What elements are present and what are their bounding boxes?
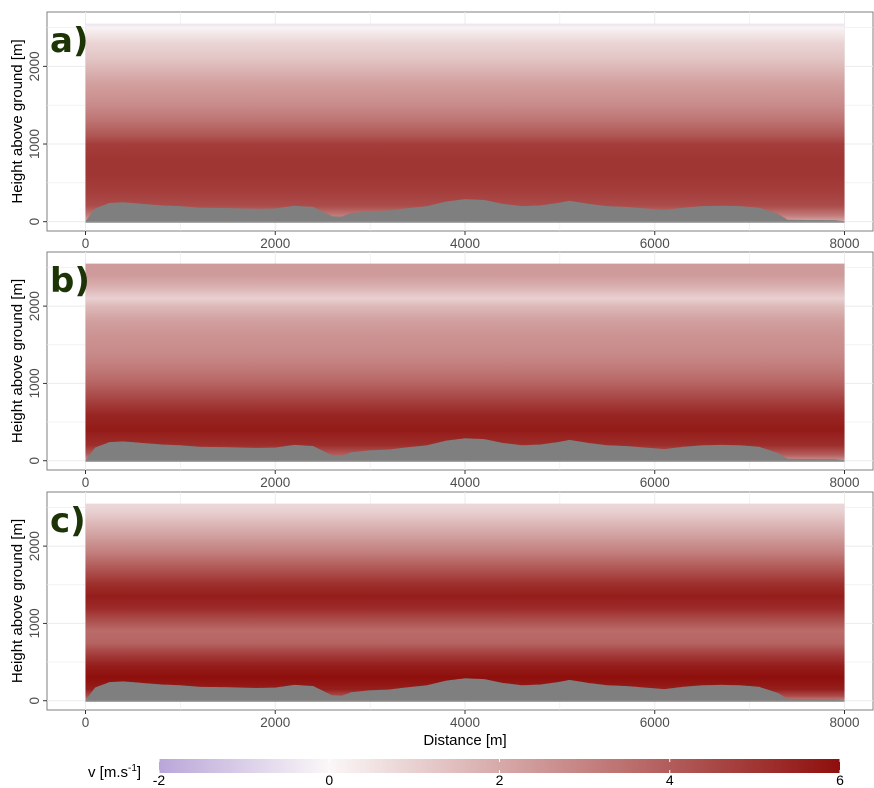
x-tick-label: 0: [82, 475, 90, 490]
colorbar-tick-label: 6: [836, 772, 844, 788]
x-tick-label: 4000: [450, 236, 480, 251]
terrain: [85, 199, 845, 222]
colorbar-tick-label: -2: [153, 772, 166, 788]
y-tick-label: 2000: [27, 291, 42, 321]
colorbar-tick-label: 0: [325, 772, 333, 788]
y-tick-label: 1000: [27, 129, 42, 159]
x-tick-label: 6000: [640, 236, 670, 251]
x-tick-label: 4000: [450, 715, 480, 730]
x-axis-title: Distance [m]: [423, 732, 506, 749]
y-tick-label: 1000: [27, 608, 42, 638]
y-tick-label: 0: [27, 218, 42, 226]
terrain: [85, 678, 845, 701]
x-tick-label: 8000: [829, 475, 859, 490]
y-tick-label: 0: [27, 697, 42, 705]
x-tick-label: 8000: [829, 236, 859, 251]
x-tick-label: 0: [82, 236, 90, 251]
y-tick-label: 2000: [27, 531, 42, 561]
y-tick-label: 1000: [27, 368, 42, 398]
axis-ticks: 0 2000 4000 6000 8000 0 1000 2000: [27, 531, 860, 730]
x-tick-label: 6000: [640, 715, 670, 730]
colorbar-tick-label: 2: [496, 772, 504, 788]
x-tick-label: 2000: [260, 475, 290, 490]
x-tick-label: 8000: [829, 715, 859, 730]
colorbar: [159, 759, 840, 773]
colorbar-tick-label: 4: [666, 772, 674, 788]
y-tick-label: 2000: [27, 51, 42, 81]
panel-label: c): [50, 501, 86, 541]
y-axis-title: Height above ground [m]: [9, 519, 26, 683]
axis-ticks: 0 2000 4000 6000 8000 0 1000 2000: [27, 291, 860, 490]
x-tick-label: 2000: [260, 715, 290, 730]
colorbar-title: v [m.s-1]: [88, 763, 141, 781]
x-tick-label: 2000: [260, 236, 290, 251]
wind-field-heatmap: [85, 503, 845, 701]
panel-label: b): [50, 261, 90, 301]
wind-field-heatmap: [85, 263, 845, 461]
x-tick-label: 4000: [450, 475, 480, 490]
colorbar-legend: -2 0 2 4 6 v [m.s-1]: [88, 759, 844, 788]
y-axis-title: Height above ground [m]: [9, 39, 26, 203]
x-tick-label: 0: [82, 715, 90, 730]
x-tick-label: 6000: [640, 475, 670, 490]
y-tick-label: 0: [27, 457, 42, 465]
panel-label: a): [50, 21, 88, 61]
y-axis-title: Height above ground [m]: [9, 279, 26, 443]
terrain: [85, 438, 845, 461]
wind-field-heatmap: [85, 23, 845, 222]
axis-ticks: 0 2000 4000 6000 8000 0 1000 2000: [27, 51, 860, 251]
